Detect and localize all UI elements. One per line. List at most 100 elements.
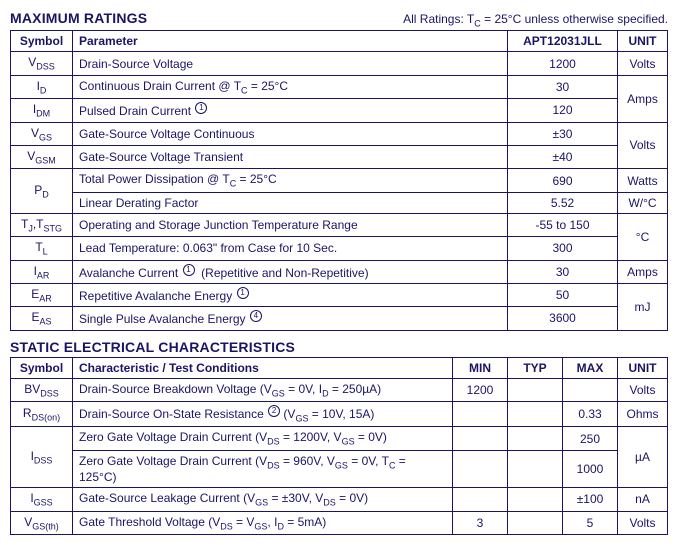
maxratings-title: MAXIMUM RATINGS — [10, 10, 147, 26]
cell-min — [453, 402, 508, 427]
cell-unit: Volts — [618, 511, 668, 534]
hdr-min: MIN — [453, 357, 508, 378]
cell-parameter: Avalanche Current 1 (Repetitive and Non-… — [73, 260, 508, 283]
cell-symbol: IGSS — [11, 488, 73, 511]
cell-unit: nA — [618, 488, 668, 511]
hdr-typ: TYP — [508, 357, 563, 378]
cell-unit: Ohms — [618, 402, 668, 427]
cell-characteristic: Drain-Source Breakdown Voltage (VGS = 0V… — [73, 378, 453, 401]
table-row: IDSSZero Gate Voltage Drain Current (VDS… — [11, 427, 668, 450]
cell-typ — [508, 402, 563, 427]
cell-unit: Amps — [618, 260, 668, 283]
cell-value: ±30 — [508, 122, 618, 145]
cell-symbol: IDSS — [11, 427, 73, 488]
static-title: STATIC ELECTRICAL CHARACTERISTICS — [10, 339, 668, 355]
cell-typ — [508, 427, 563, 450]
table-row: TLLead Temperature: 0.063" from Case for… — [11, 237, 668, 260]
cell-min — [453, 450, 508, 487]
table-header-row: Symbol Characteristic / Test Conditions … — [11, 357, 668, 378]
cell-value: 1200 — [508, 52, 618, 75]
cell-min — [453, 427, 508, 450]
cell-value: 300 — [508, 237, 618, 260]
cell-characteristic: Gate-Source Leakage Current (VGS = ±30V,… — [73, 488, 453, 511]
cell-symbol: IDM — [11, 99, 73, 122]
cell-parameter: Gate-Source Voltage Transient — [73, 145, 508, 168]
cell-symbol: TJ,TSTG — [11, 213, 73, 236]
table-row: TJ,TSTGOperating and Storage Junction Te… — [11, 213, 668, 236]
cell-unit: °C — [618, 213, 668, 260]
cell-value: 30 — [508, 260, 618, 283]
cell-value: 50 — [508, 283, 618, 306]
cell-min — [453, 488, 508, 511]
table-row: IARAvalanche Current 1 (Repetitive and N… — [11, 260, 668, 283]
cell-max: ±100 — [563, 488, 618, 511]
table-row: IGSSGate-Source Leakage Current (VGS = ±… — [11, 488, 668, 511]
cell-typ — [508, 450, 563, 487]
cell-parameter: Pulsed Drain Current 1 — [73, 99, 508, 122]
cell-symbol: IAR — [11, 260, 73, 283]
cell-symbol: PD — [11, 169, 73, 213]
table-row: BVDSSDrain-Source Breakdown Voltage (VGS… — [11, 378, 668, 401]
cell-min: 3 — [453, 511, 508, 534]
hdr-max: MAX — [563, 357, 618, 378]
hdr-unit: UNIT — [618, 31, 668, 52]
cell-unit: Amps — [618, 75, 668, 122]
table-row: IDContinuous Drain Current @ TC = 25°C30… — [11, 75, 668, 98]
cell-parameter: Operating and Storage Junction Temperatu… — [73, 213, 508, 236]
cell-parameter: Repetitive Avalanche Energy 1 — [73, 283, 508, 306]
hdr-symbol: Symbol — [11, 357, 73, 378]
hdr-unit: UNIT — [618, 357, 668, 378]
cell-symbol: VDSS — [11, 52, 73, 75]
maxratings-table: Symbol Parameter APT12031JLL UNIT VDSSDr… — [10, 30, 668, 330]
table-row: VGSGate-Source Voltage Continuous±30Volt… — [11, 122, 668, 145]
table-row: IDMPulsed Drain Current 1120 — [11, 99, 668, 122]
cell-unit: W/°C — [618, 192, 668, 213]
cell-max — [563, 378, 618, 401]
cell-parameter: Total Power Dissipation @ TC = 25°C — [73, 169, 508, 192]
cell-symbol: BVDSS — [11, 378, 73, 401]
cell-value: 120 — [508, 99, 618, 122]
cell-max: 250 — [563, 427, 618, 450]
cell-unit: Volts — [618, 122, 668, 169]
cell-unit: mJ — [618, 283, 668, 330]
table-row: PDTotal Power Dissipation @ TC = 25°C690… — [11, 169, 668, 192]
maxratings-note: All Ratings: TC = 25°C unless otherwise … — [403, 12, 668, 28]
cell-characteristic: Zero Gate Voltage Drain Current (VDS = 1… — [73, 427, 453, 450]
cell-symbol: TL — [11, 237, 73, 260]
table-row: VGSMGate-Source Voltage Transient±40 — [11, 145, 668, 168]
cell-value: 690 — [508, 169, 618, 192]
hdr-symbol: Symbol — [11, 31, 73, 52]
cell-unit: Volts — [618, 378, 668, 401]
maxratings-header: MAXIMUM RATINGS All Ratings: TC = 25°C u… — [10, 10, 668, 28]
hdr-value: APT12031JLL — [508, 31, 618, 52]
cell-characteristic: Gate Threshold Voltage (VDS = VGS, ID = … — [73, 511, 453, 534]
cell-unit: Watts — [618, 169, 668, 192]
cell-parameter: Linear Derating Factor — [73, 192, 508, 213]
hdr-parameter: Parameter — [73, 31, 508, 52]
cell-max: 5 — [563, 511, 618, 534]
cell-symbol: VGSM — [11, 145, 73, 168]
table-row: VGS(th)Gate Threshold Voltage (VDS = VGS… — [11, 511, 668, 534]
cell-symbol: ID — [11, 75, 73, 98]
table-row: VDSSDrain-Source Voltage1200Volts — [11, 52, 668, 75]
static-table: Symbol Characteristic / Test Conditions … — [10, 357, 668, 535]
table-header-row: Symbol Parameter APT12031JLL UNIT — [11, 31, 668, 52]
cell-parameter: Gate-Source Voltage Continuous — [73, 122, 508, 145]
cell-typ — [508, 488, 563, 511]
cell-symbol: EAR — [11, 283, 73, 306]
cell-unit: Volts — [618, 52, 668, 75]
cell-symbol: VGS(th) — [11, 511, 73, 534]
cell-typ — [508, 511, 563, 534]
cell-min: 1200 — [453, 378, 508, 401]
cell-symbol: VGS — [11, 122, 73, 145]
cell-max: 0.33 — [563, 402, 618, 427]
table-row: RDS(on)Drain-Source On-State Resistance … — [11, 402, 668, 427]
cell-parameter: Drain-Source Voltage — [73, 52, 508, 75]
cell-value: 30 — [508, 75, 618, 98]
cell-parameter: Single Pulse Avalanche Energy 4 — [73, 307, 508, 330]
cell-typ — [508, 378, 563, 401]
cell-value: -55 to 150 — [508, 213, 618, 236]
table-row: Linear Derating Factor5.52W/°C — [11, 192, 668, 213]
table-row: EARRepetitive Avalanche Energy 150mJ — [11, 283, 668, 306]
cell-symbol: RDS(on) — [11, 402, 73, 427]
